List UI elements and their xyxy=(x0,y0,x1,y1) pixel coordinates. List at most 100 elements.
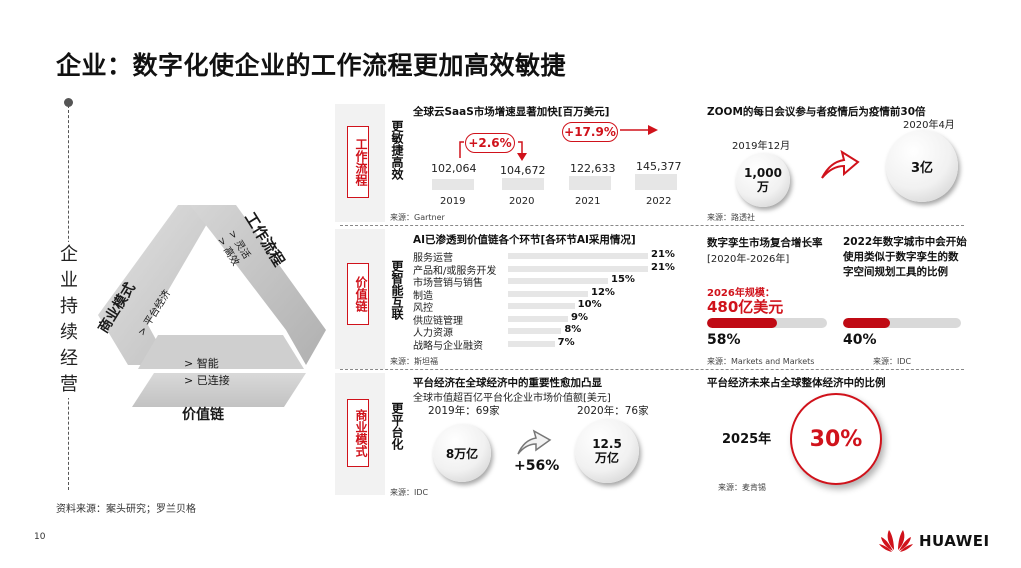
value-chain-items: > 智能 > 已连接 xyxy=(184,355,230,389)
twin-heading: 数字孪生市场复合增长率 xyxy=(707,237,823,249)
ai-list: 服务运营 21% 产品和/或服务开发 21% 市场营销与销售 15% 制造 12% 风控 10% 供… xyxy=(413,249,683,352)
ai-bar xyxy=(508,315,568,322)
platform-2020-circle: 12.5万亿 xyxy=(575,419,639,483)
zoom-after-date: 2020年4月 xyxy=(903,120,955,131)
row3-tag-bg: 商业模式 xyxy=(335,373,385,495)
vertical-text: 企业持续经营 xyxy=(58,242,80,398)
platform-source: 来源：IDC xyxy=(390,488,429,497)
zoom-source: 来源：路透社 xyxy=(707,213,755,222)
saas-value: 145,377 xyxy=(636,160,682,173)
ai-row: 供应链管理 9% xyxy=(413,311,683,327)
ai-pct: 21% xyxy=(651,261,675,273)
future-circle: 30% xyxy=(790,393,882,485)
city-source: 来源：IDC xyxy=(873,357,912,366)
value-chain-item: > 智能 xyxy=(184,357,219,370)
ai-label: 战略与企业融资 xyxy=(413,340,483,352)
ai-label: 产品和/或服务开发 xyxy=(413,265,497,277)
platform-heading: 平台经济在全球经济中的重要性愈加凸显 xyxy=(413,377,602,389)
segment-value-chain xyxy=(132,373,306,407)
ai-bar xyxy=(508,303,575,309)
ai-bar xyxy=(508,340,555,347)
city-heading: 2022年数字城市中会开始使用类似于数字孪生的数字空间规划工具的比例 xyxy=(843,236,967,278)
ai-label: 制造 xyxy=(413,290,433,302)
platform-2020: 2020年：76家 xyxy=(577,405,649,417)
value-chain-label: 价值链 xyxy=(182,407,224,423)
ai-pct: 8% xyxy=(564,324,582,335)
ai-row: 市场营销与销售 15% xyxy=(413,274,683,289)
city-pct: 40% xyxy=(843,332,877,348)
row3-tag: 商业模式 xyxy=(347,399,369,467)
saas-year: 2021 xyxy=(575,196,601,207)
ai-heading: AI已渗透到价值链各个环节[各环节AI采用情况] xyxy=(413,234,636,246)
ai-row: 人力资源 8% xyxy=(413,324,683,339)
ai-bar xyxy=(508,328,562,334)
platform-growth: +56% xyxy=(514,458,560,474)
ai-pct: 9% xyxy=(571,311,588,323)
saas-value: 104,672 xyxy=(500,164,546,177)
huawei-wordmark: HUAWEI xyxy=(919,532,990,550)
city-progress-fill xyxy=(843,318,891,328)
twin-progress xyxy=(707,318,827,328)
saas-heading: 全球云SaaS市场增速显著加快[百万美元] xyxy=(413,106,610,118)
ai-bar xyxy=(508,265,648,272)
ai-pct: 10% xyxy=(577,299,602,310)
twin-source: 来源：Markets and Markets xyxy=(707,357,815,366)
ai-label: 人力资源 xyxy=(413,328,453,339)
saas-year: 2019 xyxy=(440,196,466,207)
saas-arrows xyxy=(459,125,658,161)
triangle-diagram xyxy=(98,205,326,407)
ai-row: 产品和/或服务开发 21% xyxy=(413,261,683,277)
future-source: 来源：麦肯锡 xyxy=(718,483,766,492)
ai-row: 战略与企业融资 7% xyxy=(413,337,683,352)
twin-pct: 58% xyxy=(707,332,741,348)
ai-row: 服务运营 21% xyxy=(413,249,683,264)
ai-label: 市场营销与销售 xyxy=(413,278,483,289)
ai-bar xyxy=(508,278,608,284)
row-separator xyxy=(340,369,964,370)
ai-pct: 15% xyxy=(611,274,635,285)
platform-arrow-icon xyxy=(517,429,552,455)
row3-label: 更平台化 xyxy=(390,402,404,450)
zoom-heading: ZOOM的每日会议参与者疫情后为疫情前30倍 xyxy=(707,106,926,118)
ai-bar xyxy=(508,290,588,297)
twin-scale-value: 480亿美元 xyxy=(707,298,784,316)
saas-year: 2022 xyxy=(646,196,672,207)
ai-label: 供应链管理 xyxy=(413,315,463,327)
zoom-before-circle: 1,000万 xyxy=(736,153,790,207)
ai-bar xyxy=(508,253,648,259)
ai-pct: 21% xyxy=(651,249,675,260)
twin-period: [2020年-2026年] xyxy=(707,254,790,265)
saas-growth-pill-2: +17.9% xyxy=(562,122,618,142)
ai-label: 服务运营 xyxy=(413,253,453,264)
row1-tag-bg: 工作流程 xyxy=(335,104,385,222)
left-source: 资料来源：案头研究；罗兰贝格 xyxy=(56,504,196,515)
segment-business-model xyxy=(98,205,218,365)
row1-label: 更敏捷高效 xyxy=(390,120,404,180)
platform-2019: 2019年：69家 xyxy=(428,405,500,417)
saas-bar xyxy=(635,174,677,190)
segment-workflow xyxy=(190,205,326,365)
saas-bar xyxy=(502,178,544,190)
zoom-arrow-icon xyxy=(821,149,860,179)
ai-source: 来源：斯坦福 xyxy=(390,357,438,366)
ai-pct: 12% xyxy=(591,286,615,298)
line-dot-top xyxy=(64,98,73,107)
saas-growth-pill-1: +2.6% xyxy=(465,133,515,153)
page-title: 企业：数字化使企业的工作流程更加高效敏捷 xyxy=(56,51,567,80)
twin-scale-label: 2026年规模： xyxy=(707,288,775,299)
saas-value: 102,064 xyxy=(431,162,477,175)
ai-row: 制造 12% xyxy=(413,286,683,302)
page-number: 10 xyxy=(34,532,46,542)
platform-2019-circle: 8万亿 xyxy=(433,424,491,482)
huawei-logo-icon xyxy=(879,530,913,552)
future-heading: 平台经济未来占全球整体经济中的比例 xyxy=(707,377,886,389)
future-year: 2025年 xyxy=(722,432,772,447)
segment-value-chain-top xyxy=(138,335,304,369)
zoom-before-date: 2019年12月 xyxy=(732,141,791,152)
saas-bar xyxy=(432,179,474,190)
row1-tag: 工作流程 xyxy=(347,126,369,198)
saas-year: 2020 xyxy=(509,196,535,207)
value-chain-item: > 已连接 xyxy=(184,374,230,387)
twin-progress-fill xyxy=(707,318,777,328)
row-separator xyxy=(340,225,964,226)
